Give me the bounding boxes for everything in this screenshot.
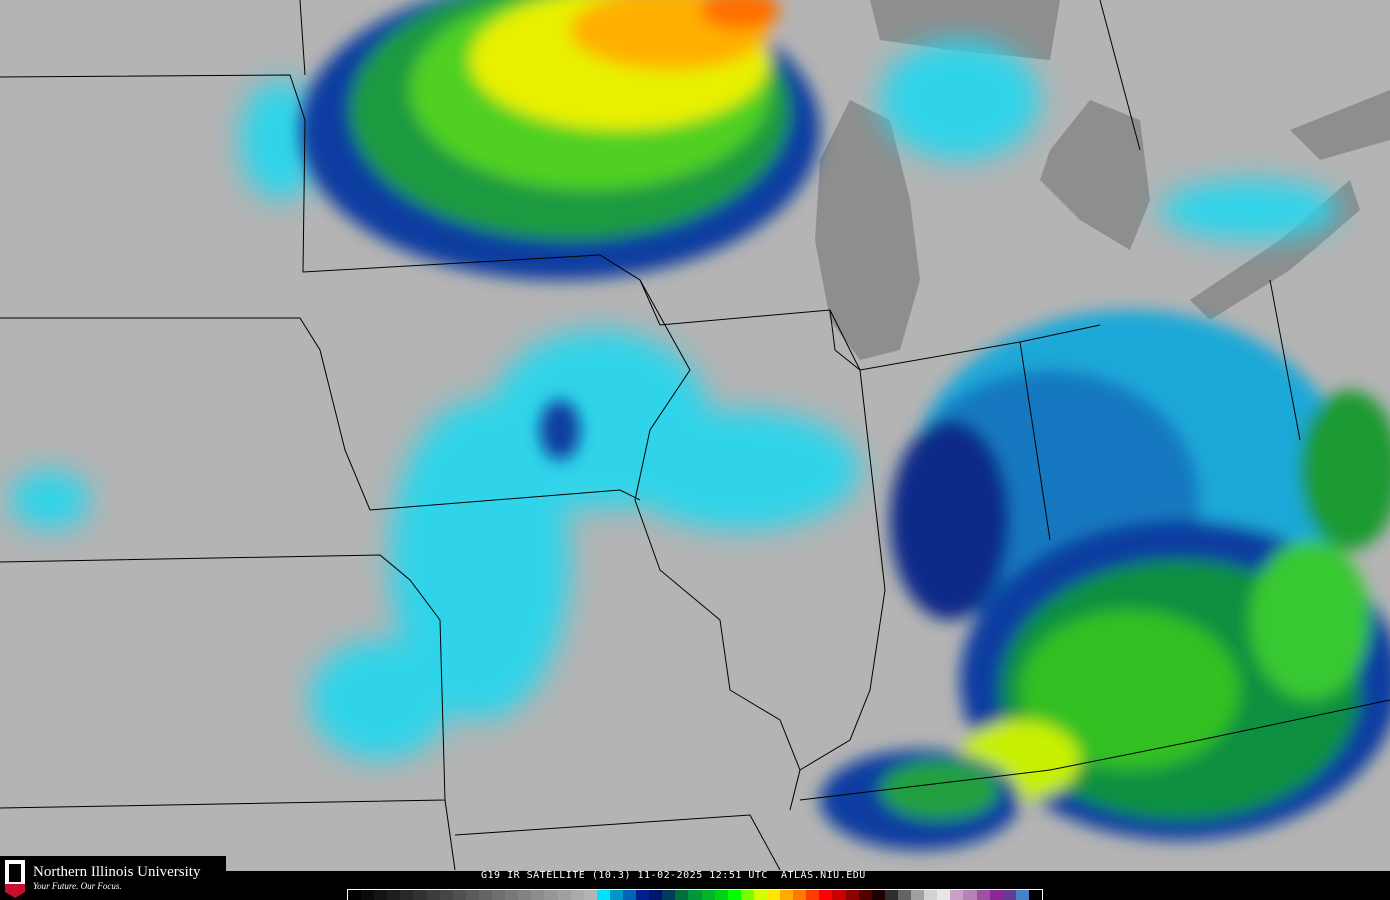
colorbar-swatch <box>924 890 938 900</box>
colorbar-swatch <box>505 890 519 900</box>
colorbar-swatch <box>780 890 794 900</box>
date-label: 11-02-2025 <box>637 870 703 881</box>
colorbar-swatch <box>819 890 833 900</box>
colorbar-swatch <box>740 890 754 900</box>
colorbar-swatch <box>361 890 375 900</box>
colorbar-swatch <box>832 890 846 900</box>
colorbar-swatch <box>400 890 414 900</box>
colorbar-swatch <box>727 890 741 900</box>
time-label: 12:51 UTC <box>709 870 768 881</box>
niu-shield-icon <box>3 858 27 898</box>
colorbar-swatch <box>976 890 990 900</box>
ir-imagery <box>0 0 1390 871</box>
colorbar-swatch <box>583 890 597 900</box>
colorbar-swatch <box>439 890 453 900</box>
colorbar-swatch <box>413 890 427 900</box>
colorbar-swatch <box>1002 890 1016 900</box>
colorbar-swatch <box>452 890 466 900</box>
satellite-map <box>0 0 1390 871</box>
colorbar-swatch <box>884 890 898 900</box>
colorbar-swatch <box>963 890 977 900</box>
colorbar-swatch <box>544 890 558 900</box>
site-label: ATLAS.NIU.EDU <box>781 870 866 881</box>
colorbar-swatch <box>897 890 912 900</box>
colorbar-swatch <box>531 890 545 900</box>
colorbar-swatch <box>675 890 689 900</box>
colorbar-swatch <box>387 890 401 900</box>
colorbar-swatch <box>636 890 650 900</box>
colorbar-swatch <box>662 890 676 900</box>
colorbar-swatch <box>806 890 820 900</box>
colorbar-swatch <box>518 890 532 900</box>
colorbar-swatch <box>911 890 925 900</box>
cold-clouds-cyan <box>10 40 1340 760</box>
colorbar-swatch <box>1015 890 1029 900</box>
colorbar-swatch <box>426 890 440 900</box>
colorbar-swatch <box>557 890 571 900</box>
product-label: G19 IR SATELLITE (10.3) <box>481 870 631 881</box>
colorbar-swatch <box>767 890 781 900</box>
colorbar-swatch <box>845 890 859 900</box>
temperature-colorbar <box>347 889 1043 900</box>
colorbar-swatch <box>1028 890 1042 900</box>
great-lakes <box>815 0 1390 360</box>
colorbar-swatch <box>989 890 1003 900</box>
storm-system-east <box>820 310 1390 850</box>
colorbar-swatch <box>793 890 807 900</box>
colorbar-swatch <box>701 890 715 900</box>
colorbar-swatch <box>688 890 702 900</box>
university-name: Northern Illinois University <box>33 864 201 880</box>
colorbar-swatch <box>478 890 493 900</box>
storm-system-north <box>300 0 820 460</box>
colorbar-swatch <box>753 890 767 900</box>
colorbar-swatch <box>937 890 951 900</box>
colorbar-swatch <box>950 890 964 900</box>
colorbar-swatch <box>465 890 479 900</box>
niu-logo: Northern Illinois University Your Future… <box>0 856 226 900</box>
colorbar-swatch <box>374 890 388 900</box>
colorbar-swatch <box>348 890 362 900</box>
state-borders <box>0 0 1390 871</box>
colorbar-swatch <box>492 890 506 900</box>
colorbar-swatch <box>714 890 728 900</box>
university-tagline: Your Future. Our Focus. <box>33 881 122 891</box>
colorbar-swatch <box>609 890 623 900</box>
colorbar-swatch <box>858 890 872 900</box>
colorbar-swatch <box>570 890 584 900</box>
colorbar-swatch <box>596 890 610 900</box>
colorbar-swatch <box>622 890 637 900</box>
colorbar-swatch <box>871 890 885 900</box>
image-caption: G19 IR SATELLITE (10.3) 11-02-2025 12:51… <box>481 870 866 881</box>
colorbar-swatch <box>649 890 663 900</box>
